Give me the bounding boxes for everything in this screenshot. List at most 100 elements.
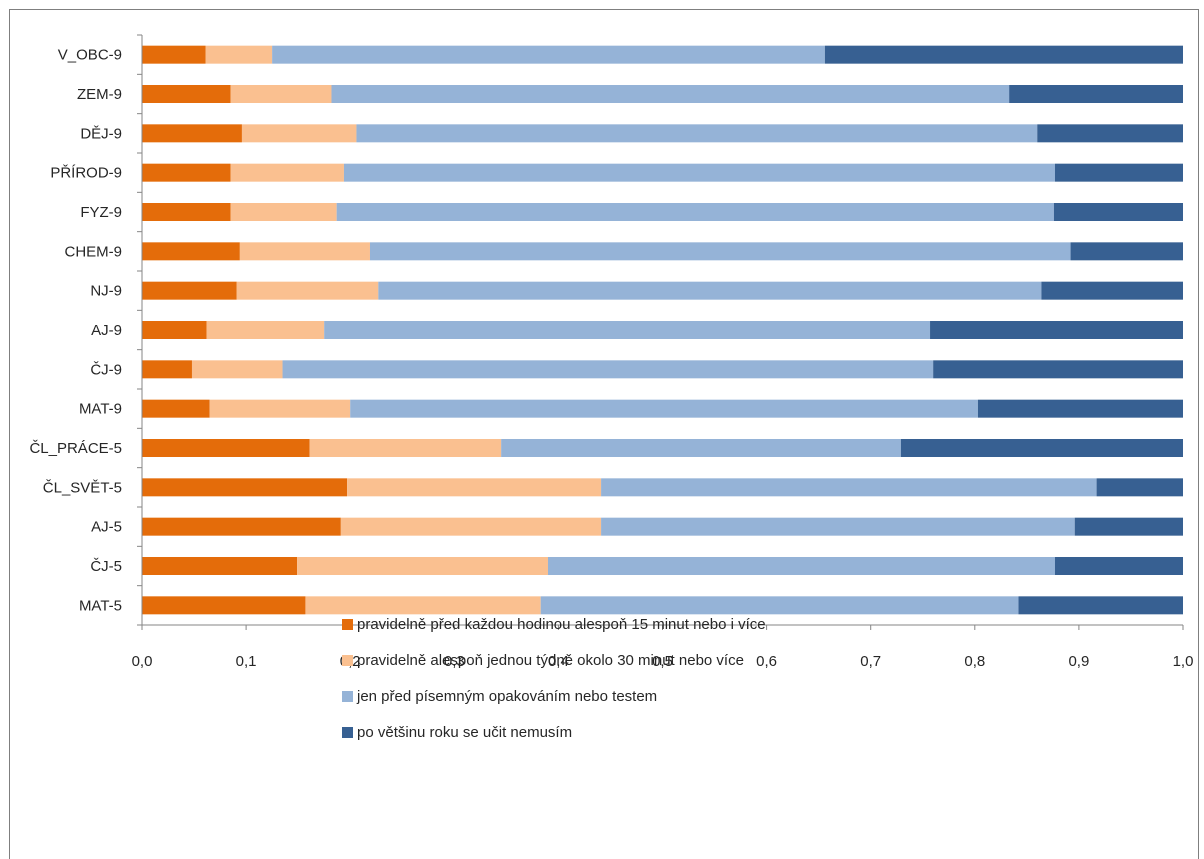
legend-swatch — [342, 618, 353, 630]
bar-segment-AJ-5-s2 — [340, 517, 602, 536]
bar-segment-MAT-5-s2 — [305, 596, 541, 615]
bar-segment-ZEM-9-s4 — [1009, 85, 1183, 103]
bar-segment-MAT-9-s2 — [209, 399, 351, 418]
category-label: ČJ-5 — [90, 558, 122, 575]
bar-segment-DĚJ-9-s2 — [241, 124, 357, 143]
bar-segment-ČL_PRÁCE-5-s1 — [142, 439, 310, 457]
bar-segment-ČJ-9-s1 — [142, 360, 192, 379]
legend-label: jen před písemným opakováním nebo testem — [357, 687, 658, 705]
x-tick-label: 0,7 — [860, 653, 881, 670]
category-label: ČL_SVĚT-5 — [43, 479, 122, 496]
category-label: V_OBC-9 — [58, 47, 122, 64]
legend-item-3: jen před písemným opakováním nebo testem — [342, 678, 766, 714]
bar-segment-AJ-5-s3 — [601, 517, 1075, 536]
bar-segment-NJ-9-s1 — [142, 281, 237, 300]
x-axis: 0,00,10,20,30,40,50,60,70,80,91,0 — [132, 34, 1194, 670]
bar-segment-ČJ-9-s3 — [282, 360, 934, 379]
bar-segment-FYZ-9-s1 — [142, 203, 231, 221]
bar-segment-FYZ-9-s2 — [230, 203, 337, 221]
bar-segment-CHEM-9-s3 — [369, 242, 1071, 261]
category-label: ČJ-9 — [90, 361, 122, 378]
bar-segment-MAT-5-s1 — [142, 596, 306, 615]
chart-frame — [9, 9, 1199, 859]
bar-segment-V_OBC-9-s2 — [205, 45, 273, 64]
bar-segment-MAT-9-s1 — [142, 399, 210, 418]
legend-label: pravidelně alespoň jednou týdně okolo 30… — [357, 651, 744, 669]
x-tick-label: 0,8 — [964, 653, 985, 670]
legend-item-4: po většinu roku se učit nemusím — [342, 714, 766, 750]
bar-segment-AJ-9-s1 — [142, 321, 207, 339]
bar-segment-ČJ-5-s4 — [1054, 557, 1183, 575]
bar-segment-ČL_SVĚT-5-s3 — [601, 478, 1097, 497]
bar-segment-V_OBC-9-s4 — [824, 45, 1183, 64]
legend-item-1: pravidelně před každou hodinou alespoň 1… — [342, 606, 766, 642]
bar-segment-DĚJ-9-s3 — [356, 124, 1038, 143]
legend-swatch — [342, 690, 353, 702]
bar-segment-AJ-9-s3 — [324, 321, 931, 339]
bar-segment-AJ-5-s4 — [1074, 517, 1183, 536]
bar-segment-FYZ-9-s4 — [1053, 203, 1183, 221]
category-label: MAT-9 — [79, 401, 122, 418]
category-label: NJ-9 — [90, 283, 122, 300]
bar-segment-DĚJ-9-s1 — [142, 124, 242, 143]
category-label: DĚJ-9 — [80, 125, 122, 142]
bar-segment-AJ-5-s1 — [142, 517, 341, 536]
bar-segment-ČJ-5-s1 — [142, 557, 298, 575]
legend-label: pravidelně před každou hodinou alespoň 1… — [357, 615, 766, 633]
bar-segment-ČL_SVĚT-5-s1 — [142, 478, 348, 497]
bar-segment-ČJ-5-s2 — [297, 557, 548, 575]
legend: pravidelně před každou hodinou alespoň 1… — [342, 606, 766, 750]
stacked-bar-chart: MAT-5 ČJ-5 AJ-5 ČL_SVĚT-5 ČL_PRÁCE-5 MAT-9 ČJ-… — [29, 34, 1194, 670]
bar-segment-CHEM-9-s1 — [142, 242, 240, 261]
bar-segment-PŘÍROD-9-s1 — [142, 163, 231, 182]
bar-segment-PŘÍROD-9-s2 — [230, 163, 344, 182]
bar-segment-MAT-9-s3 — [350, 399, 978, 418]
category-label: CHEM-9 — [64, 243, 122, 260]
bar-segment-PŘÍROD-9-s3 — [343, 163, 1055, 182]
category-label: ZEM-9 — [77, 86, 122, 103]
category-label: PŘÍROD-9 — [50, 165, 122, 182]
legend-item-2: pravidelně alespoň jednou týdně okolo 30… — [342, 642, 766, 678]
bar-segment-MAT-5-s4 — [1018, 596, 1183, 615]
bar-segment-ČL_SVĚT-5-s4 — [1096, 478, 1183, 497]
bar-segment-ČJ-9-s2 — [191, 360, 283, 379]
category-labels: MAT-5 ČJ-5 AJ-5 ČL_SVĚT-5 ČL_PRÁCE-5 MAT-9 ČJ-… — [29, 47, 122, 615]
bar-segment-ZEM-9-s2 — [230, 85, 332, 103]
legend-swatch — [342, 726, 353, 738]
x-tick-label: 0,4 — [548, 653, 569, 670]
x-tick-label: 0,5 — [652, 653, 673, 670]
bar-segment-ČL_PRÁCE-5-s3 — [501, 439, 901, 457]
bar-segment-AJ-9-s2 — [206, 321, 325, 339]
x-tick-label: 0,1 — [236, 653, 257, 670]
x-tick-label: 0,9 — [1068, 653, 1089, 670]
bar-segment-NJ-9-s2 — [236, 281, 379, 300]
x-tick-label: 0,3 — [444, 653, 465, 670]
bar-segment-ČL_PRÁCE-5-s4 — [900, 439, 1183, 457]
bar-segment-ČL_SVĚT-5-s2 — [347, 478, 602, 497]
bar-segment-CHEM-9-s2 — [239, 242, 370, 261]
bar-segment-CHEM-9-s4 — [1070, 242, 1183, 261]
bar-segment-NJ-9-s4 — [1041, 281, 1183, 300]
category-label: MAT-5 — [79, 597, 122, 614]
bar-segment-NJ-9-s3 — [378, 281, 1042, 300]
bar-segment-MAT-5-s3 — [540, 596, 1019, 615]
bar-segment-FYZ-9-s3 — [336, 203, 1054, 221]
legend-swatch — [342, 654, 353, 666]
bar-segment-ČJ-9-s4 — [933, 360, 1183, 379]
bar-segment-V_OBC-9-s1 — [142, 45, 206, 64]
bar-segment-ZEM-9-s3 — [331, 85, 1010, 103]
x-tick-label: 1,0 — [1173, 653, 1194, 670]
category-label: ČL_PRÁCE-5 — [29, 440, 122, 457]
bars-layer — [142, 45, 1183, 615]
legend-label: po většinu roku se učit nemusím — [357, 723, 573, 741]
category-label: AJ-9 — [91, 322, 122, 339]
bar-segment-ČJ-5-s3 — [547, 557, 1055, 575]
bar-segment-DĚJ-9-s4 — [1037, 124, 1183, 143]
bar-segment-MAT-9-s4 — [977, 399, 1183, 418]
x-tick-label: 0,0 — [132, 653, 153, 670]
category-label: FYZ-9 — [80, 204, 122, 221]
bar-segment-ČL_PRÁCE-5-s2 — [309, 439, 502, 457]
x-tick-label: 0,6 — [756, 653, 777, 670]
bar-segment-V_OBC-9-s3 — [272, 45, 825, 64]
bar-segment-PŘÍROD-9-s4 — [1054, 163, 1183, 182]
